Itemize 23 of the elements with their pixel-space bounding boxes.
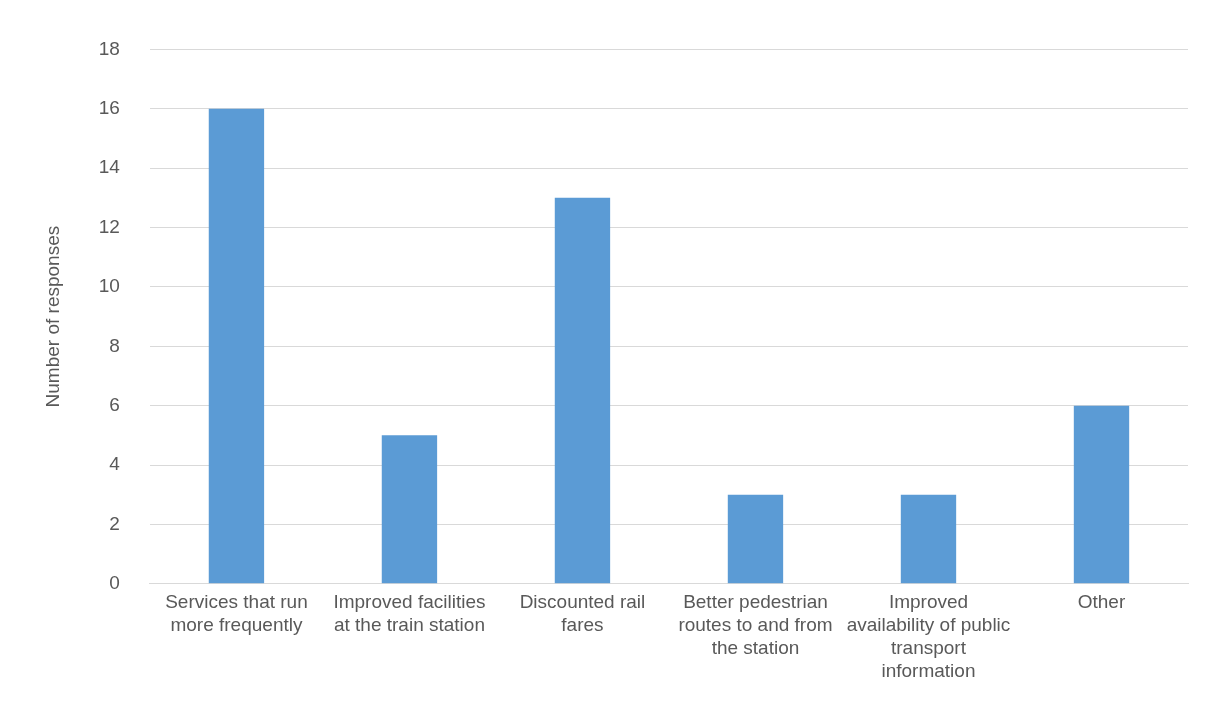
y-tick-label: 8 [109, 334, 120, 356]
x-tick-label: Other [1077, 591, 1126, 613]
bar [727, 494, 784, 584]
bar [900, 494, 957, 584]
y-tick-label: 2 [109, 512, 120, 534]
y-tick-label: 4 [109, 453, 121, 475]
y-tick-label: 18 [98, 37, 120, 59]
y-tick-label: 12 [98, 215, 120, 237]
x-tick-label: Improved availability of public transport information [846, 591, 1011, 681]
y-tick-label: 6 [109, 393, 120, 415]
bar [208, 108, 265, 584]
y-tick-label: 10 [98, 275, 120, 297]
x-tick-label: Services that run more frequently [165, 591, 308, 636]
x-tick-label: Better pedestrian routes to and from the station [678, 591, 833, 659]
y-tick-label: 14 [98, 156, 121, 178]
y-tick-label: 16 [98, 97, 120, 119]
x-tick-label: Discounted rail fares [519, 591, 646, 636]
bar [1073, 405, 1130, 584]
y-axis-title: Number of responses [41, 225, 63, 408]
bar [554, 197, 611, 584]
y-tick-label: 0 [109, 572, 120, 594]
bar [381, 435, 438, 584]
x-tick-label: Improved facilities at the train station [333, 591, 486, 636]
